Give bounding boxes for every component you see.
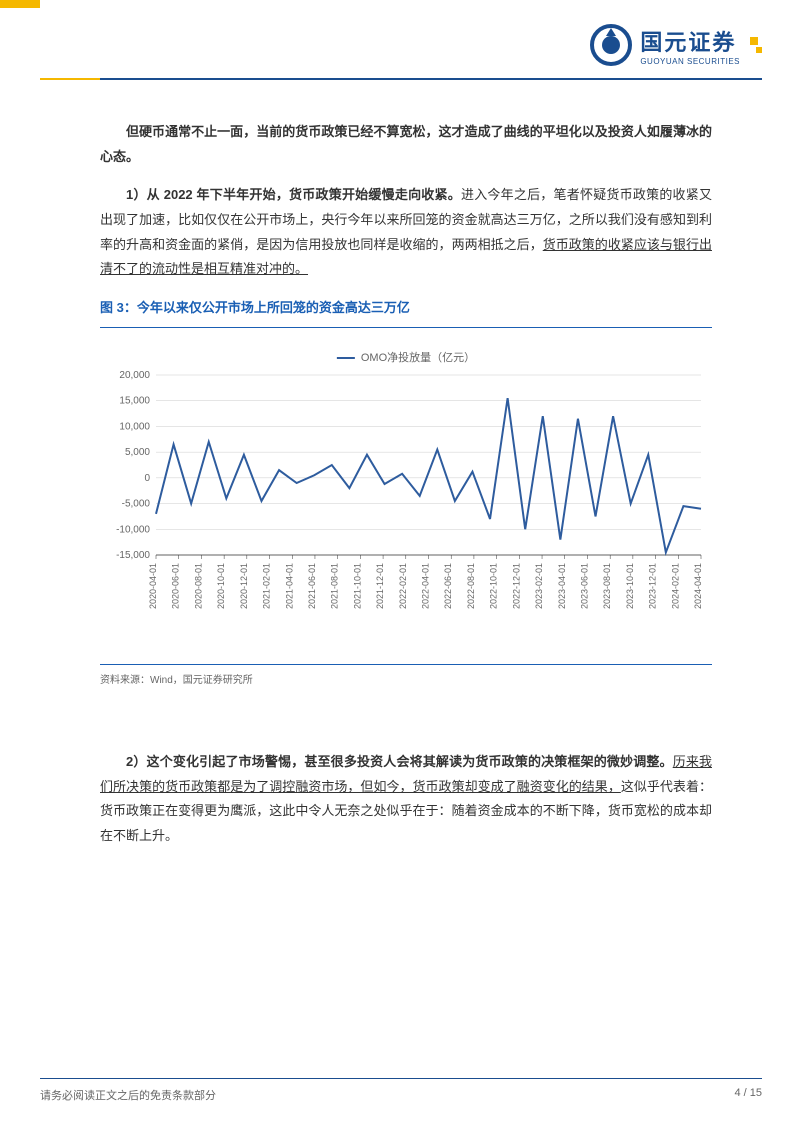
svg-text:5,000: 5,000 xyxy=(125,447,150,458)
chart-legend: OMO净投放量（亿元） xyxy=(337,348,475,369)
svg-text:2021-02-01: 2021-02-01 xyxy=(262,563,272,609)
svg-text:2021-08-01: 2021-08-01 xyxy=(330,563,340,609)
chart-title: 图 3：今年以来仅公开市场上所回笼的资金高达三万亿 xyxy=(100,296,712,321)
svg-text:2023-08-01: 2023-08-01 xyxy=(602,563,612,609)
svg-text:2022-12-01: 2022-12-01 xyxy=(511,563,521,609)
svg-text:15,000: 15,000 xyxy=(119,396,150,407)
svg-text:0: 0 xyxy=(144,473,150,484)
chart-container: OMO净投放量（亿元） -15,000 -10,000 -5,000 0 5,000 10… xyxy=(100,340,712,660)
svg-text:20,000: 20,000 xyxy=(119,370,150,381)
header-divider xyxy=(40,78,762,80)
svg-text:2022-10-01: 2022-10-01 xyxy=(489,563,499,609)
svg-text:10,000: 10,000 xyxy=(119,421,150,432)
svg-text:2021-10-01: 2021-10-01 xyxy=(352,563,362,609)
svg-text:2023-06-01: 2023-06-01 xyxy=(579,563,589,609)
legend-label: OMO净投放量（亿元） xyxy=(361,348,475,369)
svg-text:2024-04-01: 2024-04-01 xyxy=(693,563,703,609)
logo-icon xyxy=(590,24,632,66)
page-footer: 请务必阅读正文之后的免责条款部分 4 / 15 xyxy=(40,1078,762,1103)
brand-name-en: GUOYUAN SECURITIES xyxy=(640,57,740,66)
svg-text:2024-02-01: 2024-02-01 xyxy=(670,563,680,609)
svg-text:2021-12-01: 2021-12-01 xyxy=(375,563,385,609)
svg-text:2023-12-01: 2023-12-01 xyxy=(648,563,658,609)
svg-text:2020-06-01: 2020-06-01 xyxy=(171,563,181,609)
chart-title-divider xyxy=(100,327,712,328)
svg-text:2023-10-01: 2023-10-01 xyxy=(625,563,635,609)
line-chart: -15,000 -10,000 -5,000 0 5,000 10,000 15,000 20… xyxy=(100,370,712,630)
svg-text:2020-10-01: 2020-10-01 xyxy=(216,563,226,609)
logo-squares-icon xyxy=(750,37,762,53)
chart-source: 资料来源：Wind，国元证券研究所 xyxy=(100,671,712,690)
svg-text:2023-04-01: 2023-04-01 xyxy=(557,563,567,609)
svg-text:2022-08-01: 2022-08-01 xyxy=(466,563,476,609)
brand-name-cn: 国元证券 xyxy=(640,25,740,57)
footer-page-number: 4 / 15 xyxy=(734,1087,762,1103)
brand-header: 国元证券 GUOYUAN SECURITIES xyxy=(590,24,762,66)
svg-text:2021-04-01: 2021-04-01 xyxy=(284,563,294,609)
paragraph-3: 2）这个变化引起了市场警惕，甚至很多投资人会将其解读为货币政策的决策框架的微妙调… xyxy=(100,750,712,849)
footer-disclaimer: 请务必阅读正文之后的免责条款部分 xyxy=(40,1087,216,1103)
svg-text:2022-02-01: 2022-02-01 xyxy=(398,563,408,609)
svg-text:2023-02-01: 2023-02-01 xyxy=(534,563,544,609)
logo-text-block: 国元证券 GUOYUAN SECURITIES xyxy=(640,25,740,66)
para2-lead: 1）从 2022 年下半年开始，货币政策开始缓慢走向收紧。 xyxy=(126,187,461,202)
svg-text:2020-08-01: 2020-08-01 xyxy=(193,563,203,609)
main-content: 但硬币通常不止一面，当前的货币政策已经不算宽松，这才造成了曲线的平坦化以及投资人… xyxy=(100,120,712,863)
svg-text:2020-12-01: 2020-12-01 xyxy=(239,563,249,609)
svg-text:2022-06-01: 2022-06-01 xyxy=(443,563,453,609)
svg-text:-5,000: -5,000 xyxy=(122,498,151,509)
paragraph-1: 但硬币通常不止一面，当前的货币政策已经不算宽松，这才造成了曲线的平坦化以及投资人… xyxy=(100,120,712,169)
paragraph-2: 1）从 2022 年下半年开始，货币政策开始缓慢走向收紧。进入今年之后，笔者怀疑… xyxy=(100,183,712,282)
svg-text:-10,000: -10,000 xyxy=(116,524,150,535)
chart-source-divider xyxy=(100,664,712,665)
svg-text:2020-04-01: 2020-04-01 xyxy=(148,563,158,609)
svg-text:2022-04-01: 2022-04-01 xyxy=(421,563,431,609)
svg-text:2021-06-01: 2021-06-01 xyxy=(307,563,317,609)
para3-lead: 2）这个变化引起了市场警惕，甚至很多投资人会将其解读为货币政策的决策框架的微妙调… xyxy=(126,754,673,769)
top-accent-bar xyxy=(0,0,40,8)
legend-line-icon xyxy=(337,357,355,359)
svg-text:-15,000: -15,000 xyxy=(116,550,150,561)
